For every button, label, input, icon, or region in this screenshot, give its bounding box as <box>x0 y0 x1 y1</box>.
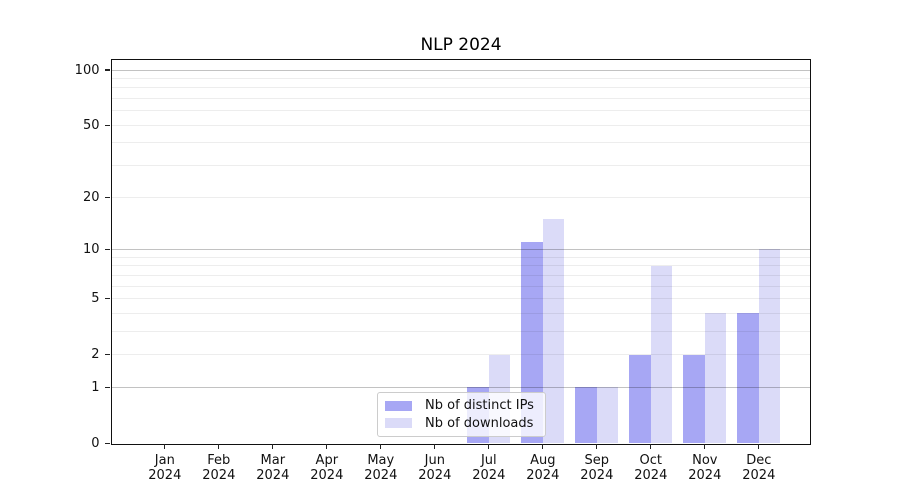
y-tick-label: 10 <box>82 241 100 257</box>
major-gridline <box>111 386 810 388</box>
minor-gridline <box>111 110 810 112</box>
minor-gridline <box>111 98 810 100</box>
x-tick-label: Nov 2024 <box>688 452 722 484</box>
legend-label-distinct-ips: Nb of distinct IPs <box>425 398 534 414</box>
x-axis: Jan 2024 Feb 2024 Mar 2024 Apr 2024 May 2024 Jun 20… <box>112 60 810 483</box>
legend-swatch-distinct-ips-icon <box>385 400 412 411</box>
y-tick-label: 2 <box>91 347 100 363</box>
x-tick-label: Jul 2024 <box>472 452 506 484</box>
x-tick-mark <box>758 443 760 449</box>
minor-gridline <box>111 265 810 267</box>
y-tick-mark <box>104 196 110 198</box>
x-tick-label: Mar 2024 <box>256 452 290 484</box>
x-tick-label: Sep 2024 <box>580 452 614 484</box>
x-tick-mark <box>164 443 166 449</box>
minor-gridline <box>111 142 810 144</box>
minor-gridline <box>111 77 810 79</box>
legend: Nb of distinct IPs Nb of downloads <box>377 391 546 437</box>
legend-item-downloads: Nb of downloads <box>378 415 545 433</box>
legend-item-distinct-ips: Nb of distinct IPs <box>378 397 545 415</box>
x-tick-mark <box>434 443 436 449</box>
minor-gridline <box>111 330 810 332</box>
bar-downloads-dec <box>758 249 781 444</box>
x-tick-label: Apr 2024 <box>310 452 344 484</box>
legend-label-downloads: Nb of downloads <box>425 415 534 431</box>
x-tick-mark <box>704 443 706 449</box>
x-tick-label: Oct 2024 <box>634 452 668 484</box>
x-tick-label: Jun 2024 <box>418 452 452 484</box>
y-tick-mark <box>104 386 110 388</box>
y-tick-label: 100 <box>74 62 100 78</box>
y-tick-label: 50 <box>82 117 100 133</box>
minor-gridline <box>111 285 810 287</box>
minor-gridline <box>111 87 810 89</box>
x-tick-mark <box>272 443 274 449</box>
major-gridline <box>111 69 810 71</box>
y-tick-label: 0 <box>91 436 100 451</box>
y-tick-label: 20 <box>82 189 100 205</box>
y-axis: 0 1 2 5 10 20 50 100 <box>75 60 810 451</box>
plot-area: 0 1 2 5 10 20 50 100 Jan 2024 Feb 2024 Mar 2024 Apr 20… <box>75 58 811 483</box>
x-tick-mark <box>218 443 220 449</box>
y-tick-mark <box>104 124 110 126</box>
y-tick-mark <box>104 442 110 445</box>
bar-distinct-ips-nov <box>683 354 705 444</box>
x-tick-label: May 2024 <box>364 452 398 484</box>
bar-downloads-sep <box>596 387 619 444</box>
major-gridline <box>111 248 810 250</box>
y-tick-mark <box>104 69 110 71</box>
x-tick-mark <box>488 443 490 449</box>
x-tick-label: Aug 2024 <box>526 452 560 484</box>
gridlines-layer <box>111 60 810 444</box>
minor-gridline <box>111 274 810 276</box>
minor-gridline <box>111 256 810 258</box>
bar-downloads-nov <box>704 313 727 444</box>
minor-gridline <box>111 124 810 126</box>
x-tick-label: Feb 2024 <box>202 452 236 484</box>
minor-gridline <box>111 297 810 299</box>
chart-title: NLP 2024 <box>420 35 502 55</box>
y-tick-label: 5 <box>91 290 100 306</box>
bar-distinct-ips-oct <box>629 354 651 444</box>
bar-distinct-ips-sep <box>575 387 597 444</box>
minor-gridline <box>111 354 810 356</box>
x-tick-mark <box>326 443 328 449</box>
x-tick-mark <box>596 443 598 449</box>
bar-distinct-ips-dec <box>737 313 759 444</box>
minor-gridline <box>111 196 810 198</box>
y-tick-mark <box>104 353 110 356</box>
minor-gridline <box>111 312 810 314</box>
x-tick-mark <box>380 443 382 449</box>
bar-downloads-oct <box>650 265 673 444</box>
x-tick-mark <box>542 443 544 449</box>
x-tick-label: Jan 2024 <box>148 452 182 484</box>
y-tick-mark <box>104 248 110 251</box>
legend-swatch-downloads-icon <box>385 418 412 429</box>
x-tick-mark <box>650 443 652 449</box>
y-tick-label: 1 <box>91 379 100 395</box>
minor-gridline <box>111 165 810 167</box>
x-tick-label: Dec 2024 <box>742 452 776 484</box>
y-tick-mark <box>104 297 110 300</box>
bar-downloads-aug <box>542 219 565 444</box>
